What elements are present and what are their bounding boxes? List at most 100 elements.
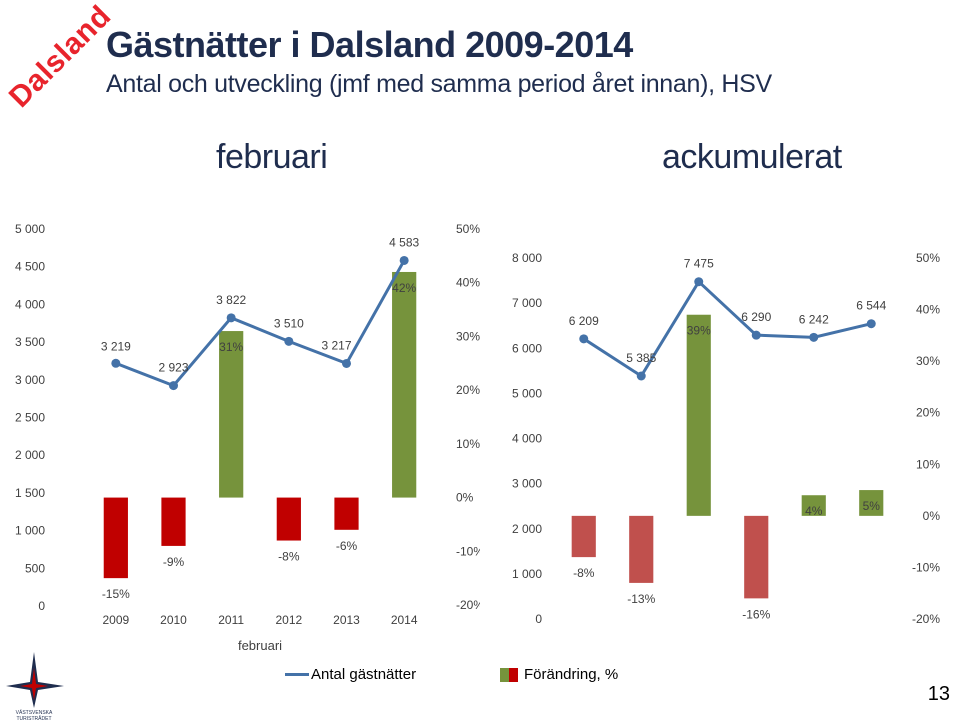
ack-line-label: 6 209	[569, 314, 599, 328]
ack-y-left-tick: 2 000	[512, 522, 542, 536]
ack-y-left-tick: 5 000	[512, 386, 542, 400]
ack-bar-2013	[801, 495, 826, 516]
svg-text:VÄSTSVENSKA: VÄSTSVENSKA	[16, 709, 53, 716]
page-number: 13	[927, 683, 950, 705]
feb-y-left-tick: 500	[25, 561, 45, 575]
feb-y-left-tick: 0	[38, 599, 45, 613]
ack-y-left-tick: 6 000	[512, 341, 542, 355]
page-title: Gästnätter i Dalsland 2009-2014	[106, 24, 633, 65]
feb-y-left-tick: 3 500	[15, 335, 45, 349]
feb-line-series	[115, 259, 406, 388]
ack-y-right-tick: 10%	[916, 457, 940, 471]
vastsvenska-turistradet-logo: VÄSTSVENSKA TURISTRÅDET	[6, 652, 64, 722]
feb-y-left-tick: 1 000	[15, 524, 45, 538]
ack-bar-label: -16%	[742, 607, 770, 621]
feb-line-point-2013	[342, 358, 351, 368]
feb-bar-2014	[392, 271, 417, 498]
feb-y-left-tick: 3 000	[15, 373, 45, 387]
ack-line-point-2011	[694, 277, 704, 287]
feb-bar-2011	[219, 331, 244, 498]
section-label-februari: februari	[216, 138, 328, 176]
feb-bar-label: -15%	[102, 587, 130, 601]
ack-y-left-tick: 1 000	[512, 567, 542, 581]
feb-bar-label: -6%	[336, 539, 358, 553]
ack-bar-label: 5%	[863, 499, 881, 513]
feb-x-tick: 2010	[160, 613, 187, 627]
feb-y-right-tick: 0%	[456, 491, 474, 505]
feb-bar-label: -9%	[163, 555, 185, 569]
ack-line-point-2009	[579, 334, 589, 344]
legend-line-label: Antal gästnätter	[311, 666, 417, 683]
ack-line-point-2012	[751, 330, 761, 340]
feb-y-left-tick: 4 500	[15, 260, 45, 274]
ack-line-series	[582, 279, 872, 379]
ack-line-point-2014	[866, 319, 876, 329]
feb-x-axis-label: februari	[238, 638, 282, 650]
ack-y-left-tick: 4 000	[512, 432, 542, 446]
feb-y-right-tick: 20%	[456, 383, 480, 397]
feb-y-left-tick: 5 000	[15, 222, 45, 236]
ack-y-right-tick: 0%	[923, 509, 941, 523]
svg-text:TURISTRÅDET: TURISTRÅDET	[17, 715, 52, 722]
ack-y-right-tick: -20%	[912, 612, 940, 626]
feb-bar-2013	[334, 497, 359, 530]
ack-line-label: 5 385	[626, 351, 656, 365]
ack-line-label: 6 242	[799, 312, 829, 326]
feb-line-label: 3 822	[216, 293, 246, 307]
ack-bar-label: 4%	[805, 504, 823, 518]
feb-y-right-tick: 10%	[456, 437, 480, 451]
feb-bar-2012	[276, 497, 301, 541]
chart-ackumulerat: 0 1 000 2 000 3 000 4 000 5 000 6 000 7 000 8 00…	[512, 251, 941, 626]
feb-x-tick: 2014	[391, 613, 418, 627]
ack-bar-label: -8%	[573, 566, 595, 580]
feb-line-point-2009	[111, 358, 121, 368]
ack-line-label: 6 290	[741, 310, 771, 324]
ack-bar-label: -13%	[627, 592, 655, 606]
ack-bar-2010	[629, 515, 654, 583]
ack-line-point-2013	[809, 332, 819, 342]
ack-y-right-tick: 30%	[916, 354, 940, 368]
feb-x-tick: 2011	[218, 613, 244, 627]
ack-y-right-tick: 40%	[916, 303, 940, 317]
ack-line-label: 7 475	[684, 257, 714, 271]
ack-y-left-tick: 7 000	[512, 296, 542, 310]
feb-y-right-tick: -10%	[456, 544, 480, 558]
region-tag: Dalsland	[2, 0, 118, 114]
ack-bar-2012	[744, 515, 769, 599]
ack-y-right-tick: 50%	[916, 251, 940, 265]
feb-line-label: 2 923	[158, 361, 188, 375]
feb-bar-2009	[103, 497, 128, 579]
ack-line-point-2010	[636, 371, 646, 381]
legend-bar-swatch	[500, 667, 518, 682]
feb-line-label: 3 219	[101, 339, 131, 353]
ack-y-right-tick: -10%	[912, 560, 940, 574]
feb-y-left-tick: 2 000	[15, 448, 45, 462]
legend-bar-label: Förändring, %	[524, 666, 619, 683]
feb-bar-2010	[161, 497, 186, 546]
section-label-ackumulerat: ackumulerat	[662, 138, 842, 176]
ack-line-label: 6 544	[856, 299, 886, 313]
ack-bar-2009	[571, 515, 596, 558]
ack-y-right-tick: 20%	[916, 406, 940, 420]
page-subtitle: Antal och utveckling (jmf med samma peri…	[106, 70, 772, 98]
feb-bar-label: -8%	[278, 550, 300, 564]
feb-line-point-2012	[284, 336, 294, 346]
ack-y-left-tick: 0	[535, 612, 542, 626]
ack-bar-2011	[686, 314, 711, 516]
feb-y-left-tick: 2 500	[15, 411, 45, 425]
feb-line-point-2014	[399, 255, 409, 265]
feb-bar-label: 31%	[219, 340, 243, 354]
feb-line-label: 3 217	[321, 338, 351, 352]
feb-x-tick: 2009	[102, 613, 129, 627]
ack-bar-label: 39%	[687, 324, 711, 338]
feb-y-right-tick: 30%	[456, 329, 480, 343]
feb-line-point-2011	[226, 313, 236, 323]
feb-y-left-tick: 4 000	[15, 297, 45, 311]
legend-bar-item: Förändring, %	[500, 666, 618, 683]
ack-y-left-tick: 8 000	[512, 251, 542, 265]
feb-bar-label: 42%	[392, 281, 416, 295]
ack-y-left-tick: 3 000	[512, 477, 542, 491]
feb-line-point-2010	[169, 381, 178, 391]
feb-x-tick: 2013	[333, 613, 360, 627]
feb-x-tick: 2012	[275, 613, 302, 627]
